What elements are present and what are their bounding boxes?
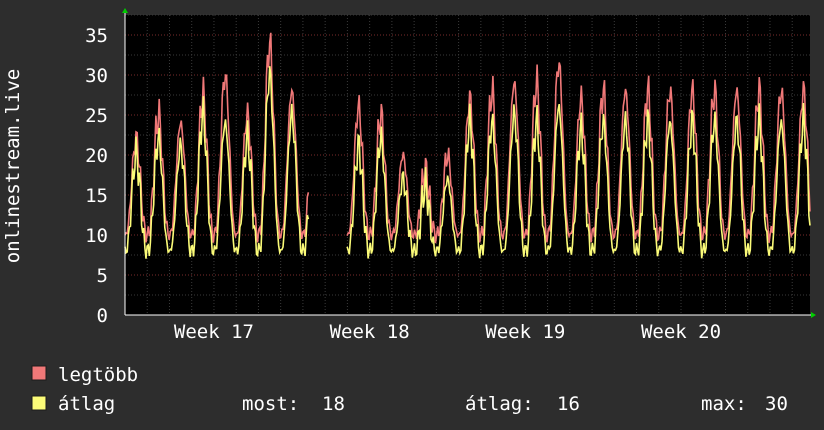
max-stat-label: max: <box>701 393 747 415</box>
y-tick-label: 35 <box>85 25 108 47</box>
y-axis-label: onlinestream.live <box>2 69 24 263</box>
plot-area <box>125 15 810 315</box>
y-tick-labels: 0 5 10 15 20 25 30 35 <box>85 25 108 327</box>
avg-stat-value: 16 <box>557 393 580 415</box>
avg-stat-label: átlag: <box>465 393 534 415</box>
series-line-avg <box>124 66 811 259</box>
series-layer <box>124 32 811 259</box>
y-tick-label: 20 <box>85 145 108 167</box>
max-stat-value: 30 <box>765 393 788 415</box>
y-axis-arrow <box>122 8 128 13</box>
legend-label-avg: átlag <box>58 393 115 415</box>
x-tick-label: Week 20 <box>641 321 721 343</box>
x-axis-arrow <box>811 312 816 318</box>
x-tick-label: Week 17 <box>174 321 254 343</box>
legend: legtöbb átlag most: 18 átlag: 16 max: 30 <box>31 364 788 415</box>
now-value: 18 <box>322 393 345 415</box>
legend-swatch-avg <box>31 395 47 411</box>
y-tick-label: 10 <box>85 225 108 247</box>
y-tick-label: 25 <box>85 105 108 127</box>
y-tick-label: 15 <box>85 185 108 207</box>
legend-label-max: legtöbb <box>58 364 138 386</box>
now-label: most: <box>242 393 299 415</box>
x-tick-labels: Week 17 Week 18 Week 19 Week 20 <box>174 321 721 343</box>
x-tick-label: Week 18 <box>330 321 410 343</box>
legend-swatch-max <box>31 365 47 381</box>
x-tick-label: Week 19 <box>485 321 565 343</box>
axes <box>122 8 816 318</box>
plot-background <box>125 15 810 315</box>
y-tick-label: 5 <box>97 265 108 287</box>
y-tick-label: 30 <box>85 65 108 87</box>
y-tick-label: 0 <box>97 305 108 327</box>
